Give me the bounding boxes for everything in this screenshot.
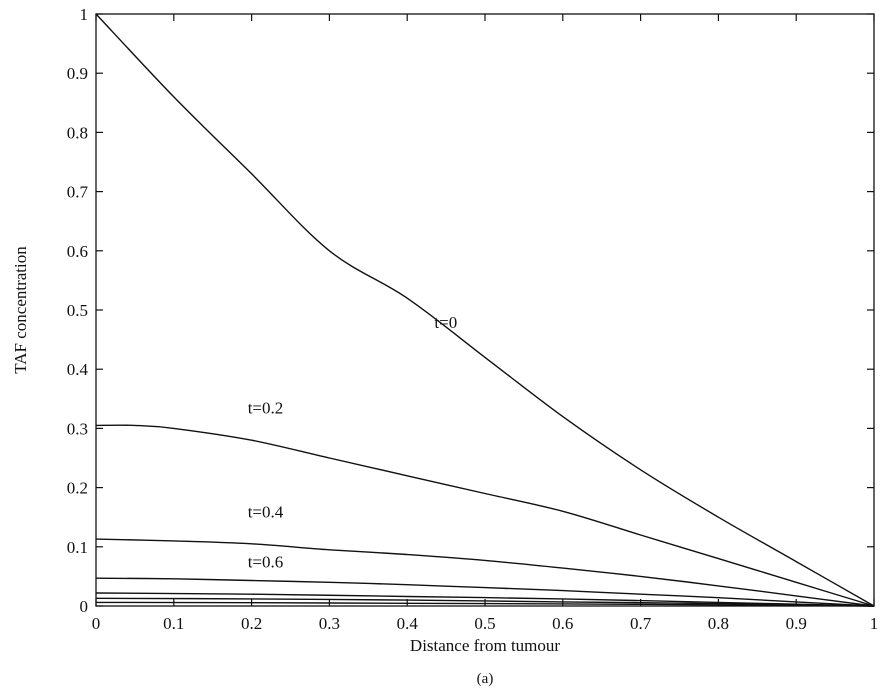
series-label-3: t=0.4 <box>248 502 284 521</box>
series-line-6 <box>95 597 875 607</box>
series-label-1: t=0 <box>434 313 457 332</box>
x-tick-label: 0.1 <box>163 614 184 633</box>
y-tick-label: 0.3 <box>67 419 88 438</box>
series-line-4 <box>95 577 875 607</box>
y-tick-label: 0.1 <box>67 538 88 557</box>
panel-label: (a) <box>477 671 494 687</box>
tick-marks <box>95 13 875 607</box>
x-tick-label: 0.8 <box>708 614 729 633</box>
x-tick-label: 1 <box>870 614 879 633</box>
x-tick-label: 0.9 <box>786 614 807 633</box>
series-label-2: t=0.2 <box>248 399 284 418</box>
series-labels: t=0 t=0.2 t=0.4 t=0.6 <box>248 313 458 572</box>
series-line-5 <box>95 592 875 607</box>
y-tick-label: 0.6 <box>67 242 88 261</box>
x-tick-label: 0.6 <box>552 614 573 633</box>
y-tick-label: 0.4 <box>67 360 89 379</box>
series-line-1 <box>95 13 875 607</box>
x-tick-label: 0.2 <box>241 614 262 633</box>
x-tick-label: 0 <box>92 614 101 633</box>
x-tick-label: 0.5 <box>474 614 495 633</box>
y-tick-label: 0.8 <box>67 123 88 142</box>
x-tick-label: 0.3 <box>319 614 340 633</box>
y-tick-label: 0.9 <box>67 64 88 83</box>
x-tick-label: 0.7 <box>630 614 652 633</box>
series-line-2 <box>95 424 875 607</box>
y-axis-title: TAF concentration <box>11 246 30 374</box>
series-lines <box>95 13 875 607</box>
y-tick-label: 0.2 <box>67 479 88 498</box>
y-tick-label: 0.5 <box>67 301 88 320</box>
x-tick-labels: 0 0.1 0.2 0.3 0.4 0.5 0.6 0.7 0.8 0.9 1 <box>92 614 879 633</box>
plot-frame <box>95 13 875 607</box>
series-label-4: t=0.6 <box>248 553 284 572</box>
series-line-3 <box>95 538 875 607</box>
y-tick-labels: 0 0.1 0.2 0.3 0.4 0.5 0.6 0.7 0.8 0.9 1 <box>67 5 89 616</box>
x-tick-label: 0.4 <box>397 614 419 633</box>
y-tick-label: 0 <box>80 597 89 616</box>
y-tick-label: 0.7 <box>67 183 89 202</box>
series-line-7 <box>95 601 875 607</box>
x-axis-title: Distance from tumour <box>410 636 560 655</box>
y-tick-label: 1 <box>80 5 89 24</box>
